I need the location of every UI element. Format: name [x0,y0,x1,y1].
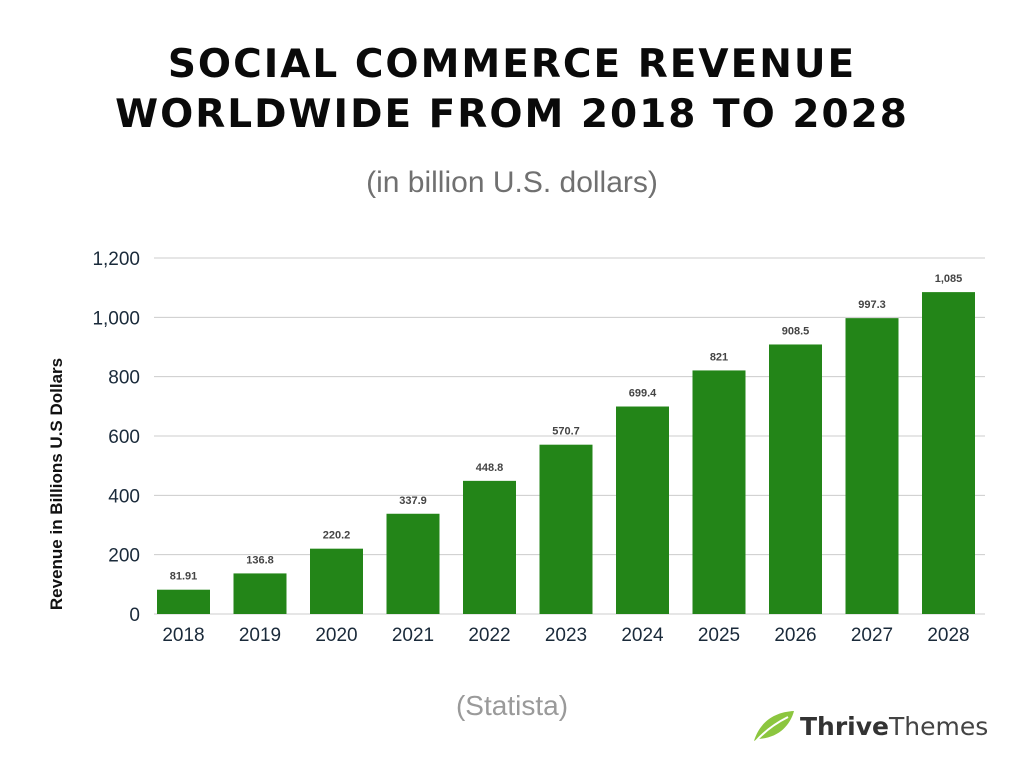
y-tick-label: 1,000 [92,308,140,329]
x-tick-label-2021: 2021 [392,625,434,646]
data-label-2027: 997.3 [858,299,886,311]
y-axis-title: Revenue in Billions U.S Dollars [47,358,66,610]
data-label-2025: 821 [710,351,728,363]
brand-name-part-2: Themes [889,711,989,741]
x-tick-label-2023: 2023 [545,625,587,646]
data-label-2020: 220.2 [323,530,351,542]
x-tick-label-2024: 2024 [621,625,664,646]
brand-name-part-1: Thrive [800,711,890,741]
bar-2026 [769,344,822,614]
brand-name: ThriveThemes [800,712,988,741]
bar-2020 [310,548,363,614]
bar-2025 [692,370,746,614]
y-tick-label: 800 [108,368,140,389]
source-note: (Statista) [455,690,569,721]
data-label-2018: 81.91 [170,571,198,583]
x-tick-label-2025: 2025 [698,625,740,646]
bar-2027 [845,318,899,614]
bar-2021 [386,513,440,614]
bar-2018 [157,589,210,614]
bar-chart: 0 200 400 600 800 1,000 1,200 Revenue in Billio… [47,249,985,646]
data-label-2019: 136.8 [246,554,274,566]
y-tick-label: 0 [129,605,140,626]
y-tick-label: 600 [108,427,140,448]
data-label-2023: 570.7 [552,426,580,438]
x-tick-label-2019: 2019 [239,625,281,646]
bar-2028 [922,292,975,614]
y-tick-label: 1,200 [92,249,140,270]
data-label-2026: 908.5 [782,325,810,337]
data-label-2024: 699.4 [629,388,657,400]
data-label-2021: 337.9 [399,495,427,507]
leaf-icon [754,711,794,742]
bar-2024 [616,406,669,614]
x-tick-label-2028: 2028 [927,625,969,646]
brand-logo: ThriveThemes [750,706,988,746]
x-tick-label-2026: 2026 [774,625,816,646]
x-tick-label-2022: 2022 [468,625,510,646]
chart-title-line-2: WORLDWIDE FROM 2018 TO 2028 [115,92,909,137]
chart-title-line-1: SOCIAL COMMERCE REVENUE [167,42,857,87]
chart-title: SOCIAL COMMERCE REVENUE WORLDWIDE FROM 2… [0,40,1024,140]
x-tick-label-2020: 2020 [315,625,357,646]
x-tick-label-2018: 2018 [162,625,204,646]
data-label-2028: 1,085 [935,273,963,285]
chart-subtitle: (in billion U.S. dollars) [366,166,658,199]
bar-2019 [233,573,287,614]
bar-2022 [463,480,516,614]
y-tick-label: 200 [108,546,140,567]
x-tick-label-2027: 2027 [851,625,893,646]
data-label-2022: 448.8 [476,462,504,474]
bar-2023 [539,444,593,614]
y-tick-label: 400 [108,486,140,507]
